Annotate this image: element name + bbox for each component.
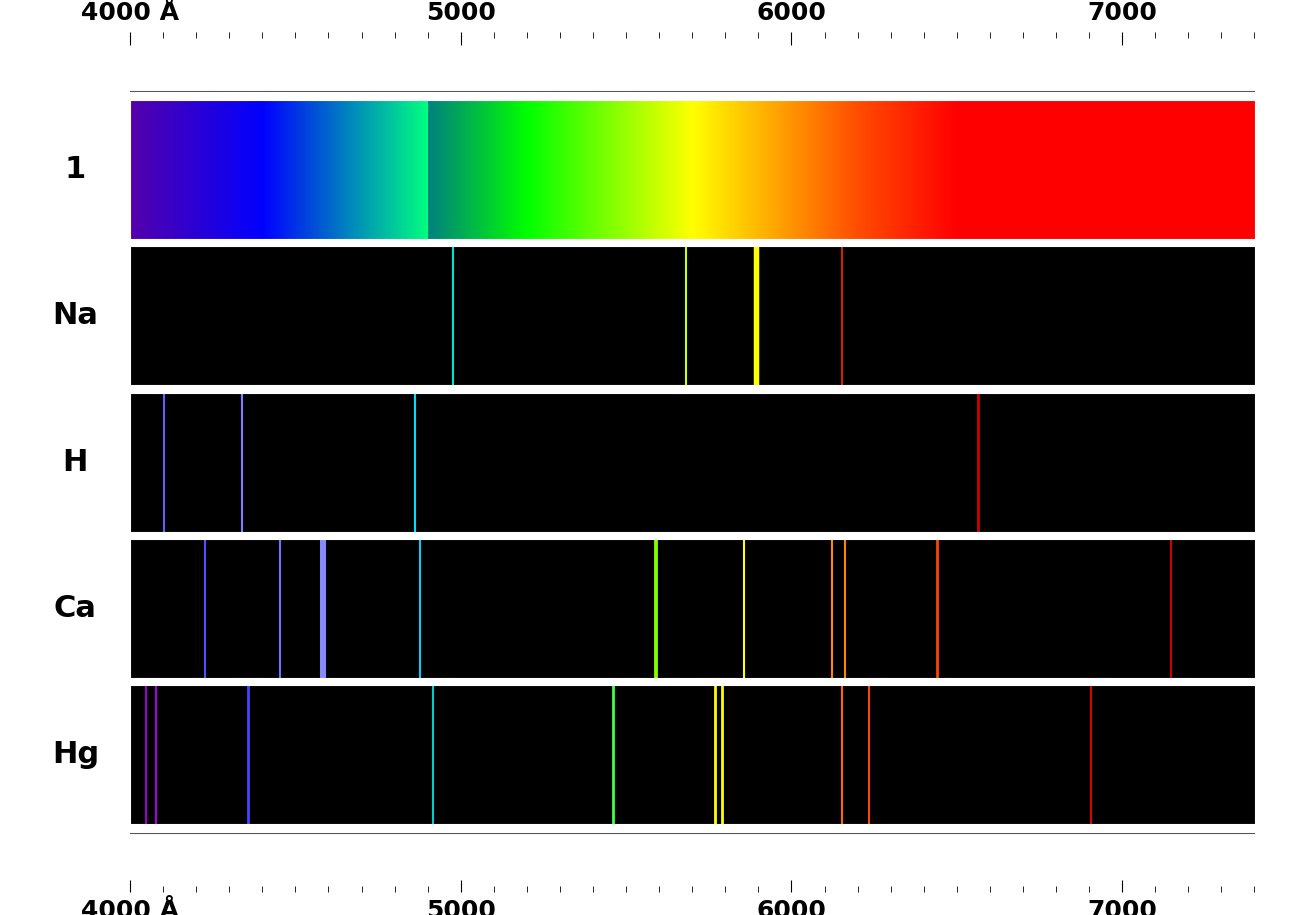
Text: Hg: Hg bbox=[52, 740, 99, 770]
Text: Ca: Ca bbox=[55, 594, 96, 623]
Text: 1: 1 bbox=[65, 155, 86, 184]
Text: Na: Na bbox=[52, 301, 99, 330]
Text: H: H bbox=[62, 447, 88, 477]
